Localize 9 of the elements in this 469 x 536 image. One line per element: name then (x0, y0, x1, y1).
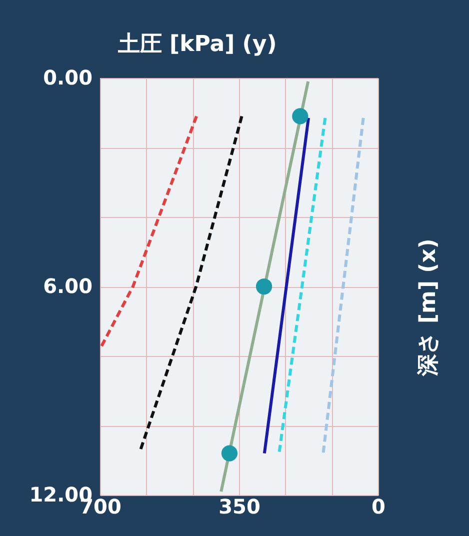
x-axis-title: 土圧 [kPa] (y) (116, 32, 277, 57)
point (292, 108, 308, 124)
point (256, 278, 272, 295)
x-tick-label: 350 (218, 494, 260, 518)
y-tick-label: 6.00 (43, 274, 92, 298)
x-tick-label: 0 (372, 494, 386, 518)
y-axis-title: 深さ [m] (x) (416, 238, 441, 378)
point (221, 445, 238, 462)
y-tick-label: 0.00 (43, 66, 92, 90)
